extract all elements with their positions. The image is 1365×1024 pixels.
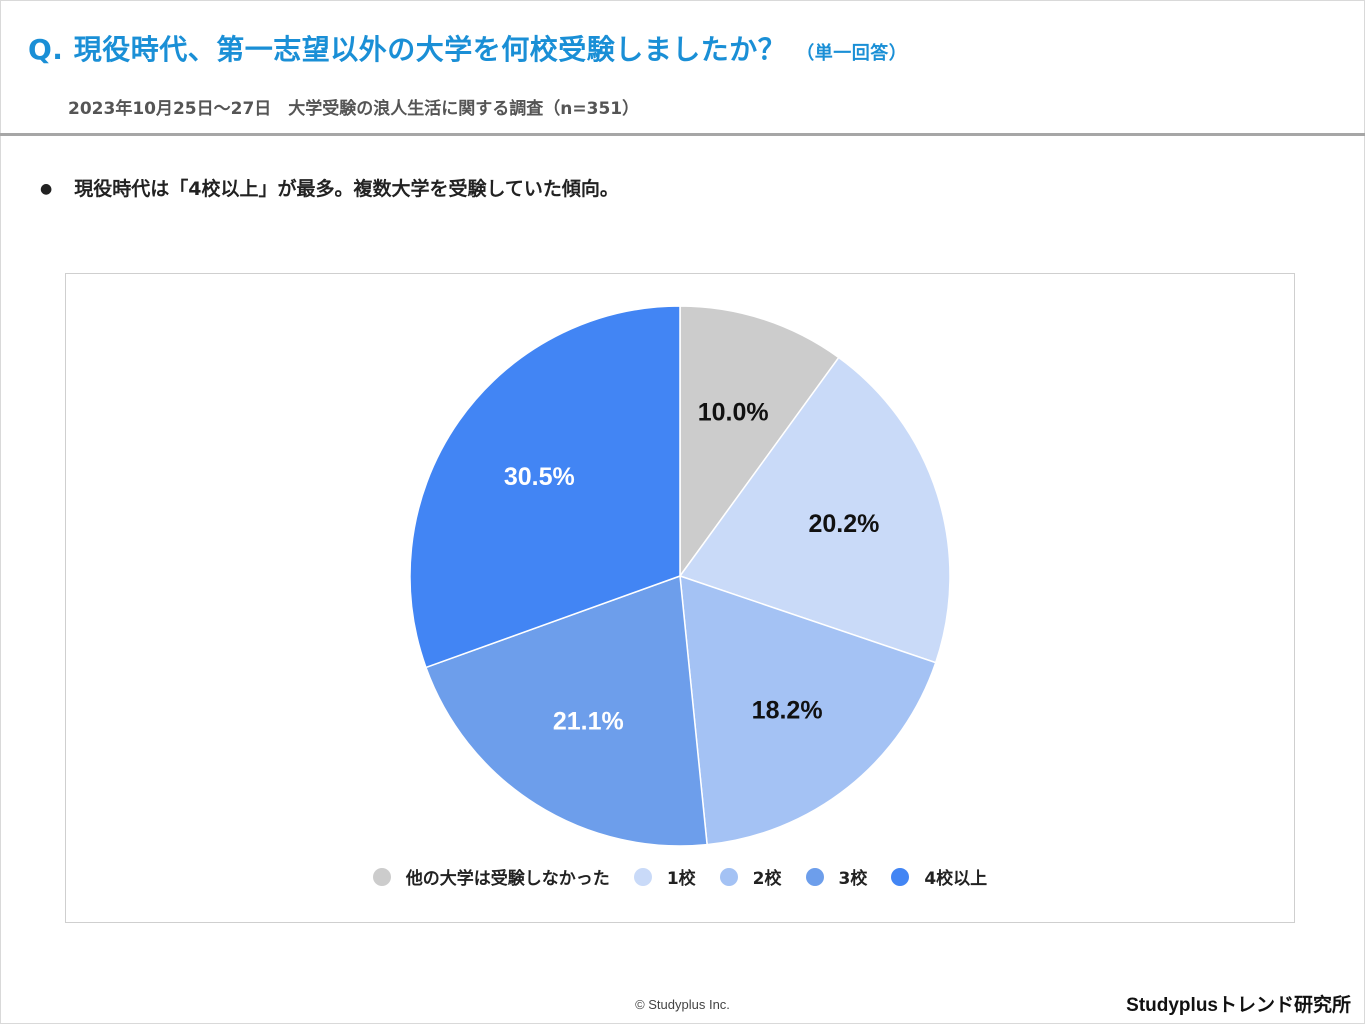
chart-legend: 他の大学は受験しなかった 1校 2校 3校 4校以上 [66,864,1294,889]
brand-logo: Studyplusトレンド研究所 [1126,995,1351,1016]
key-finding: ● 現役時代は「4校以上」が最多。複数大学を受験していた傾向。 [40,174,619,201]
pie-data-label-2: 20.2% [808,510,879,538]
pie-chart: 10.0% 20.2% 18.2% 21.1% 30.5% [409,305,951,847]
legend-swatch-3 [719,867,738,886]
pie-data-label-3: 18.2% [752,697,823,725]
legend-label-5: 4校以上 [924,869,988,889]
pie-slice-1 [679,305,840,579]
question-title-text: Q. 現役時代、第一志望以外の大学を何校受験しましたか？ [28,33,787,66]
legend-item-4: 3校 [805,864,868,889]
legend-label-3: 2校 [752,869,782,889]
legend-swatch-5 [891,867,910,886]
chart-container: 10.0% 20.2% 18.2% 21.1% 30.5% 他の大学は受験しなかった 1校… [65,273,1295,923]
question-title: Q. 現役時代、第一志望以外の大学を何校受験しましたか？ （単一回答） [28,28,907,68]
legend-label-4: 3校 [838,869,868,889]
question-title-note: （単一回答） [796,43,908,64]
header-divider [0,133,1365,136]
legend-swatch-4 [805,867,824,886]
legend-swatch-2 [633,867,652,886]
legend-swatch-1 [372,867,391,886]
legend-item-1: 他の大学は受験しなかった [372,864,610,889]
pie-slice-5 [409,305,681,669]
key-finding-text: 現役時代は「4校以上」が最多。複数大学を受験していた傾向。 [74,178,619,200]
copyright-text: © Studyplus Inc. [635,997,730,1012]
legend-item-5: 4校以上 [891,864,987,889]
pie-slice-3 [679,574,937,846]
pie-data-label-4: 21.1% [553,708,624,736]
legend-item-3: 2校 [719,864,782,889]
legend-label-2: 1校 [666,869,696,889]
survey-subtitle: 2023年10月25日～27日 大学受験の浪人生活に関する調査（n=351） [68,99,640,119]
pie-slice-2 [678,356,951,664]
pie-data-label-5: 30.5% [504,463,575,491]
pie-slice-4 [425,574,708,847]
pie-data-label-1: 10.0% [698,398,769,426]
legend-label-1: 他の大学は受験しなかった [405,869,610,889]
legend-item-2: 1校 [633,864,696,889]
bullet-icon: ● [40,181,53,197]
